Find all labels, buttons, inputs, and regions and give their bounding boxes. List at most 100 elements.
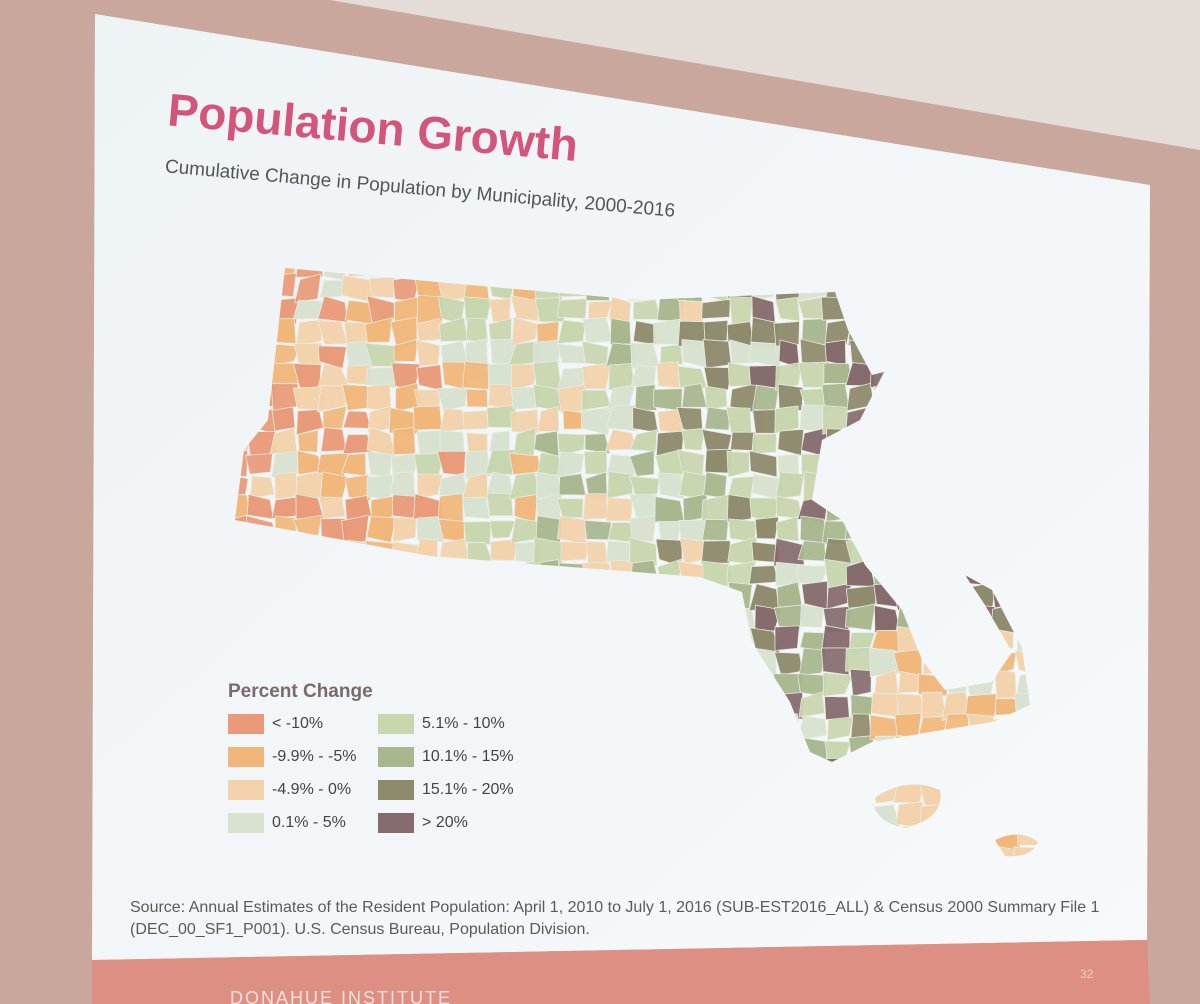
municipality: [704, 385, 728, 411]
municipality: [556, 451, 585, 480]
ceiling: [330, 0, 1200, 150]
municipality: [654, 496, 685, 523]
municipality: [822, 672, 854, 697]
municipality: [748, 450, 778, 478]
municipality: [249, 475, 275, 500]
municipality: [511, 316, 540, 347]
municipality: [393, 338, 419, 362]
municipality: [370, 495, 397, 523]
municipality: [510, 363, 537, 392]
municipality: [367, 451, 393, 478]
municipality: [582, 493, 609, 521]
municipality: [271, 496, 299, 520]
legend-label: 15.1% - 20%: [422, 781, 514, 798]
municipality: [629, 429, 658, 452]
legend-label: -4.9% - 0%: [272, 781, 351, 798]
municipality: [485, 449, 517, 476]
municipality: [629, 515, 657, 543]
source-line: (DEC_00_SF1_P001). U.S. Census Bureau, P…: [130, 921, 590, 938]
municipality: [465, 317, 489, 344]
municipality: [392, 517, 417, 543]
municipality: [777, 428, 805, 456]
municipality: [798, 691, 826, 718]
legend-swatch: [378, 714, 414, 734]
municipality: [729, 295, 754, 326]
municipality: [490, 538, 518, 561]
municipality: [271, 406, 296, 432]
footer-band: [92, 940, 1150, 1004]
municipality: [729, 339, 756, 364]
municipality: [921, 691, 947, 719]
municipality: [557, 319, 587, 345]
municipality: [537, 405, 560, 432]
footer-org: DONAHUE INSTITUTE: [230, 988, 452, 1004]
municipality: [322, 405, 348, 430]
municipality: [508, 452, 541, 476]
municipality: [659, 343, 684, 367]
municipality: [751, 433, 777, 455]
municipality: [584, 433, 611, 455]
municipality: [609, 317, 632, 345]
municipality: [416, 339, 441, 367]
municipality: [318, 496, 346, 519]
municipality: [775, 471, 805, 500]
municipality: [775, 516, 800, 542]
municipality: [751, 295, 776, 324]
municipality: [681, 427, 706, 451]
legend-swatch: [378, 780, 414, 800]
municipality: [489, 430, 510, 452]
municipality: [773, 604, 806, 633]
municipality: [560, 541, 590, 562]
legend-swatch: [378, 813, 414, 833]
municipality: [584, 519, 612, 541]
municipality: [824, 318, 853, 346]
municipality: [634, 384, 657, 412]
municipality: [416, 473, 444, 500]
municipality: [629, 449, 655, 477]
municipality: [556, 298, 588, 319]
municipality: [436, 387, 469, 412]
municipality: [463, 296, 493, 322]
legend-label: -9.9% - -5%: [272, 748, 356, 765]
municipality: [416, 294, 444, 324]
municipality: [246, 493, 274, 520]
legend-title: Percent Change: [228, 681, 373, 702]
municipality: [821, 624, 851, 650]
municipality: [586, 540, 608, 567]
municipality: [295, 318, 324, 347]
municipality: [656, 361, 683, 389]
municipality: [870, 692, 900, 718]
municipality: [392, 427, 416, 455]
municipality: [994, 670, 1017, 699]
municipality: [585, 471, 608, 501]
municipality: [821, 647, 850, 676]
municipality: [774, 405, 800, 434]
municipality: [632, 299, 662, 320]
municipality: [509, 409, 539, 434]
municipality: [274, 471, 298, 500]
municipality: [533, 339, 560, 367]
municipality: [465, 450, 492, 480]
municipality: [701, 298, 731, 320]
municipality: [754, 604, 782, 632]
page-number: 32: [1080, 967, 1094, 981]
legend: Percent Change < -10% -9.9% - -5% -4.9% - …: [228, 681, 514, 833]
municipality: [849, 668, 872, 697]
municipality: [320, 427, 347, 453]
municipality: [748, 565, 779, 585]
municipality: [245, 453, 274, 475]
municipality: [700, 540, 731, 565]
municipality: [271, 451, 299, 478]
municipality: [436, 450, 466, 476]
municipality: [439, 316, 469, 342]
municipality: [344, 474, 372, 502]
legend-swatch: [228, 813, 264, 833]
municipality: [489, 520, 516, 539]
municipality: [606, 454, 636, 477]
municipality: [462, 409, 493, 430]
municipality: [465, 388, 489, 408]
municipality: [726, 406, 753, 435]
municipality: [827, 716, 854, 741]
municipality: [317, 345, 347, 370]
